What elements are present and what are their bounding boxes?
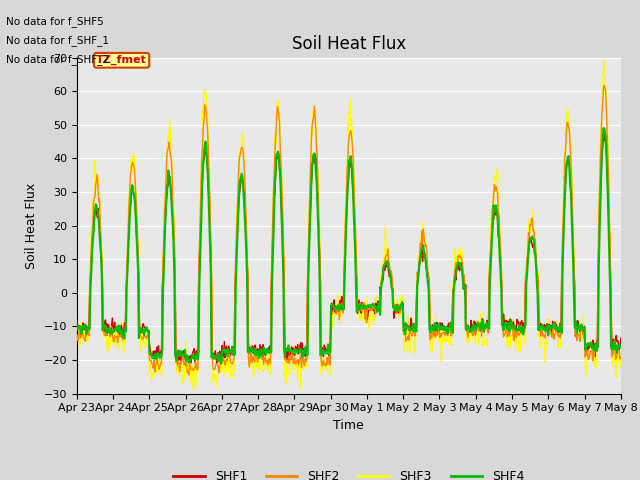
SHF1: [139, 322, 147, 327]
SHF4: [416, 261, 424, 266]
Y-axis label: Soil Heat Flux: Soil Heat Flux: [25, 182, 38, 269]
Text: TZ_fmet: TZ_fmet: [96, 55, 147, 65]
Text: No data for f_SHF_2: No data for f_SHF_2: [6, 54, 109, 65]
SHF2: [416, 254, 424, 260]
SHF1: [73, 317, 81, 323]
SHF4: [223, 348, 231, 354]
SHF1: [617, 335, 625, 341]
SHF3: [600, 59, 608, 65]
Text: No data for f_SHF5: No data for f_SHF5: [6, 16, 104, 27]
SHF4: [218, 360, 225, 366]
SHF4: [83, 331, 90, 336]
SHF3: [189, 386, 197, 392]
Legend: SHF1, SHF2, SHF3, SHF4: SHF1, SHF2, SHF3, SHF4: [168, 465, 529, 480]
SHF1: [223, 347, 231, 352]
SHF2: [431, 335, 439, 340]
SHF1: [431, 329, 439, 335]
Title: Soil Heat Flux: Soil Heat Flux: [292, 35, 406, 53]
SHF3: [416, 249, 424, 255]
SHF2: [185, 372, 193, 378]
SHF4: [73, 323, 81, 328]
SHF2: [73, 338, 81, 344]
Line: SHF4: SHF4: [77, 128, 621, 363]
SHF2: [223, 358, 231, 363]
X-axis label: Time: Time: [333, 419, 364, 432]
SHF3: [83, 337, 90, 343]
SHF1: [416, 262, 424, 268]
Line: SHF3: SHF3: [77, 62, 621, 389]
SHF3: [617, 365, 625, 371]
SHF1: [213, 360, 221, 366]
SHF3: [223, 348, 231, 354]
SHF4: [617, 344, 625, 350]
Line: SHF1: SHF1: [77, 135, 621, 363]
SHF3: [139, 325, 147, 331]
SHF3: [431, 312, 439, 318]
SHF4: [431, 321, 439, 326]
SHF2: [83, 333, 90, 339]
SHF2: [139, 337, 147, 343]
SHF4: [194, 357, 202, 362]
SHF1: [601, 132, 609, 138]
SHF4: [600, 125, 607, 131]
SHF3: [195, 279, 202, 285]
SHF3: [73, 356, 81, 362]
SHF2: [195, 278, 202, 284]
SHF1: [194, 357, 202, 362]
SHF1: [83, 325, 90, 331]
Text: No data for f_SHF_1: No data for f_SHF_1: [6, 35, 109, 46]
SHF2: [617, 354, 625, 360]
SHF2: [600, 83, 608, 88]
Line: SHF2: SHF2: [77, 85, 621, 375]
SHF4: [139, 327, 147, 333]
